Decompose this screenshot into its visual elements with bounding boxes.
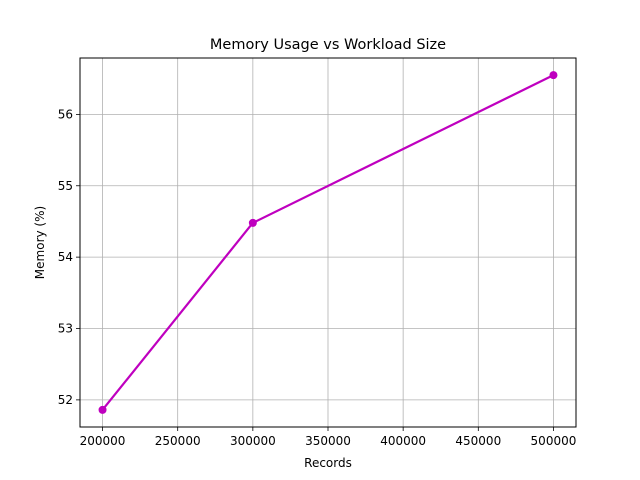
- y-axis: 52 53 54 55 56: [58, 107, 80, 407]
- x-tick-label: 400000: [380, 434, 426, 448]
- x-tick-label: 200000: [80, 434, 126, 448]
- data-point: [98, 405, 107, 414]
- data-point: [248, 218, 257, 227]
- x-tick-label: 300000: [230, 434, 276, 448]
- y-tick-label: 52: [58, 393, 73, 407]
- x-axis-label: Records: [304, 456, 352, 470]
- x-axis: 200000 250000 300000 350000 400000 450000 5000…: [80, 427, 577, 448]
- y-axis-label: Memory (%): [33, 206, 47, 279]
- y-tick-label: 55: [58, 179, 73, 193]
- y-tick-label: 53: [58, 322, 73, 336]
- x-tick-label: 450000: [455, 434, 501, 448]
- grid-lines: [80, 58, 576, 427]
- x-tick-label: 350000: [305, 434, 351, 448]
- y-tick-label: 54: [58, 250, 73, 264]
- y-tick-label: 56: [58, 107, 73, 121]
- x-tick-label: 250000: [155, 434, 201, 448]
- chart-title: Memory Usage vs Workload Size: [210, 37, 446, 53]
- data-point: [549, 71, 558, 80]
- series-group: [98, 71, 558, 414]
- x-tick-label: 500000: [531, 434, 577, 448]
